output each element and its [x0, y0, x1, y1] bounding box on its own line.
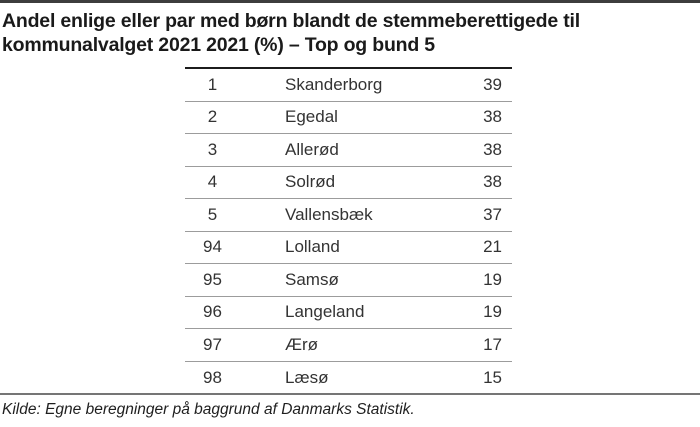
source-note: Kilde: Egne beregninger på baggrund af D…	[2, 401, 415, 418]
table-row: 98 Læsø 15	[185, 362, 512, 395]
value-cell: 38	[483, 139, 502, 159]
municipality-cell: Allerød	[285, 139, 339, 159]
value-cell: 37	[483, 204, 502, 224]
municipality-cell: Vallensbæk	[285, 204, 373, 224]
municipality-cell: Ærø	[285, 334, 319, 354]
table-row: 97 Ærø 17	[185, 329, 512, 362]
rank-cell: 4	[207, 172, 218, 192]
rank-cell: 2	[207, 107, 218, 127]
value-cell: 38	[483, 107, 502, 127]
figure-title-line-1: Andel enlige eller par med børn blandt d…	[2, 10, 580, 32]
rank-cell: 95	[203, 269, 222, 289]
municipality-ranking-table: 1 Skanderborg 39 2 Egedal 38 3 Allerød 38 4 Solrød…	[185, 67, 512, 394]
top-divider-rule	[0, 0, 700, 3]
value-cell: 38	[483, 172, 502, 192]
municipality-cell: Læsø	[285, 367, 329, 387]
rank-cell: 96	[203, 302, 222, 322]
table-row: 5 Vallensbæk 37	[185, 199, 512, 232]
municipality-cell: Lolland	[285, 237, 340, 257]
municipality-cell: Solrød	[285, 172, 336, 192]
rank-cell: 3	[207, 139, 218, 159]
municipality-cell: Samsø	[285, 269, 339, 289]
table-row: 2 Egedal 38	[185, 102, 512, 134]
figure-title-line-2: kommunalvalget 2021 2021 (%) – Top og bu…	[2, 34, 435, 56]
table-row: 94 Lolland 21	[185, 232, 512, 264]
municipality-cell: Langeland	[285, 302, 365, 322]
value-cell: 15	[483, 367, 502, 387]
table-row: 4 Solrød 38	[185, 167, 512, 199]
municipality-cell: Skanderborg	[285, 74, 383, 94]
value-cell: 21	[483, 237, 502, 257]
value-cell: 19	[483, 269, 502, 289]
rank-cell: 5	[207, 204, 218, 224]
rank-cell: 1	[207, 74, 218, 94]
rank-cell: 98	[203, 367, 222, 387]
value-cell: 19	[483, 302, 502, 322]
table-row: 95 Samsø 19	[185, 264, 512, 297]
rank-cell: 97	[203, 334, 222, 354]
value-cell: 17	[483, 334, 502, 354]
bottom-divider-rule	[0, 393, 700, 395]
rank-cell: 94	[203, 237, 222, 257]
municipality-cell: Egedal	[285, 107, 338, 127]
table-row: 96 Langeland 19	[185, 297, 512, 329]
value-cell: 39	[483, 74, 502, 94]
table-row: 3 Allerød 38	[185, 134, 512, 167]
table-row: 1 Skanderborg 39	[185, 69, 512, 102]
figure-title: Andel enlige eller par med børn blandt d…	[2, 9, 580, 57]
